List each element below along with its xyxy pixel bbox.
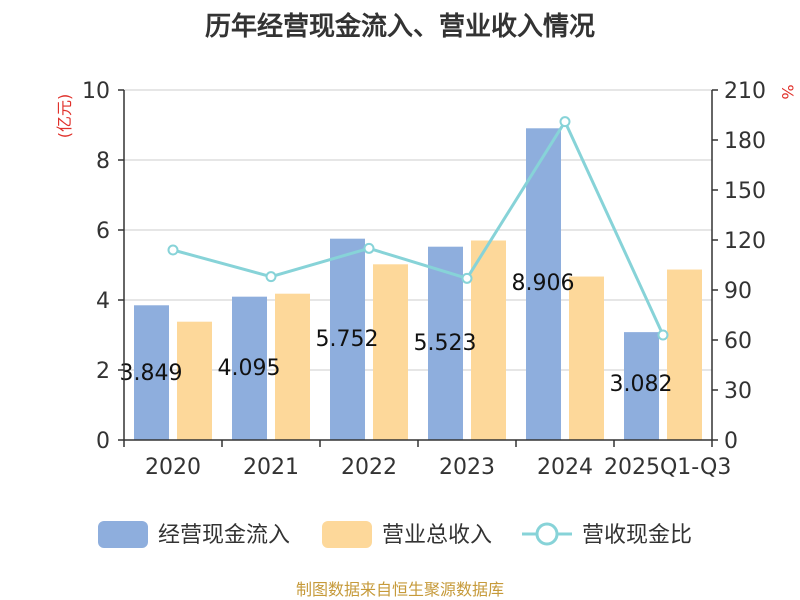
line-point xyxy=(657,329,669,341)
data-label: 8.906 xyxy=(512,271,575,296)
bar-total-revenue xyxy=(667,269,702,440)
x-tick-label: 2025Q1-Q3 xyxy=(604,455,731,480)
data-source-note: 制图数据来自恒生聚源数据库 xyxy=(295,580,504,599)
left-tick-label: 0 xyxy=(96,429,110,454)
right-tick-label: 180 xyxy=(724,129,766,154)
x-tick-label: 2022 xyxy=(341,455,397,480)
right-axis-unit: % xyxy=(778,84,797,99)
right-tick-label: 60 xyxy=(724,329,752,354)
data-labels: 3.849 4.095 5.752 5.523 8.906 3.082 xyxy=(120,271,673,397)
legend-swatch-total-revenue xyxy=(322,521,372,548)
left-tick-label: 2 xyxy=(96,359,110,384)
right-tick-label: 30 xyxy=(724,379,752,404)
bar-cash-inflow xyxy=(232,296,267,440)
left-tick-label: 6 xyxy=(96,219,110,244)
bar-total-revenue xyxy=(275,293,310,440)
right-tick-label: 150 xyxy=(724,179,766,204)
line-point xyxy=(265,271,277,283)
axes: 0 2 4 6 8 10 0 30 60 90 120 150 180 210 2020 2021 2022 20… xyxy=(55,79,797,480)
bars xyxy=(134,128,702,441)
chart-title: 历年经营现金流入、营业收入情况 xyxy=(204,12,595,42)
data-label: 3.082 xyxy=(610,372,673,397)
left-tick-label: 8 xyxy=(96,149,110,174)
legend-swatch-cash-inflow xyxy=(98,521,148,548)
bar-total-revenue xyxy=(373,264,408,440)
line-point xyxy=(461,272,473,284)
right-tick-label: 90 xyxy=(724,279,752,304)
line-cash-revenue-ratio xyxy=(172,118,665,336)
legend: 经营现金流入 营业总收入 营收现金比 xyxy=(98,521,692,548)
bar-cash-inflow xyxy=(428,246,463,440)
bar-total-revenue xyxy=(471,240,506,440)
bar-total-revenue xyxy=(569,276,604,440)
grid xyxy=(124,89,712,371)
right-tick-label: 120 xyxy=(724,229,766,254)
right-tick-label: 0 xyxy=(724,429,738,454)
x-tick-label: 2020 xyxy=(145,455,201,480)
legend-label-cash-inflow: 经营现金流入 xyxy=(158,523,290,548)
bar-total-revenue xyxy=(177,321,212,440)
left-tick-label: 10 xyxy=(82,79,110,104)
x-tick-label: 2024 xyxy=(537,455,593,480)
right-tick-label: 210 xyxy=(724,79,766,104)
data-label: 5.752 xyxy=(316,327,379,352)
line-point xyxy=(363,242,375,254)
line-point xyxy=(559,116,571,128)
left-tick-label: 4 xyxy=(96,289,110,314)
legend-label-total-revenue: 营业总收入 xyxy=(382,523,492,548)
legend-label-ratio: 营收现金比 xyxy=(582,523,692,548)
x-tick-label: 2021 xyxy=(243,455,299,480)
bar-cash-inflow xyxy=(330,238,365,440)
x-tick-label: 2023 xyxy=(439,455,495,480)
data-label: 5.523 xyxy=(414,331,477,356)
line-series xyxy=(167,116,669,341)
bar-cash-inflow xyxy=(624,332,659,440)
bar-cash-inflow xyxy=(134,305,169,440)
legend-marker-ratio xyxy=(535,522,559,546)
data-label: 3.849 xyxy=(120,361,183,386)
bar-cash-inflow xyxy=(526,128,561,441)
left-axis-unit: (亿元) xyxy=(55,94,74,139)
line-point xyxy=(167,244,179,256)
data-label: 4.095 xyxy=(218,356,281,381)
